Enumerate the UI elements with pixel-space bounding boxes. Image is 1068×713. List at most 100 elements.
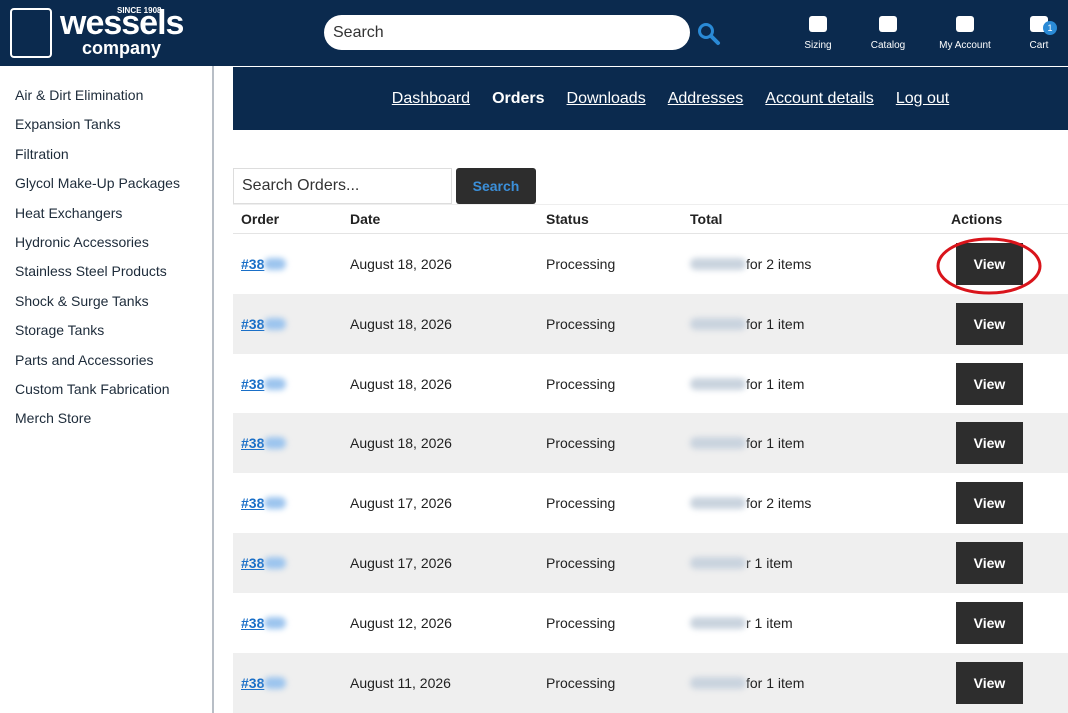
order-cell: #38: [241, 234, 287, 294]
account-tab[interactable]: Downloads: [566, 89, 646, 107]
redacted: [690, 317, 746, 330]
order-link[interactable]: #38: [241, 495, 265, 512]
search-icon[interactable]: [697, 22, 721, 46]
redacted: [690, 437, 746, 450]
redacted: [264, 616, 287, 629]
sidebar-link[interactable]: Shock & Surge Tanks: [15, 292, 149, 309]
search-input[interactable]: Search: [324, 15, 690, 50]
column-header: Total: [690, 211, 723, 227]
account-tab[interactable]: Log out: [895, 89, 950, 107]
redacted: [690, 377, 746, 390]
item-count: r 1 item: [746, 555, 793, 571]
order-status: Processing: [546, 435, 616, 452]
order-link[interactable]: #38: [241, 315, 265, 332]
redacted: [690, 258, 746, 270]
nav-label[interactable]: My Account: [939, 40, 991, 51]
order-row: #38 August 11, 2026 Processing for 1 item Vi…: [233, 652, 1068, 713]
order-link[interactable]: #38: [241, 256, 265, 272]
order-date: August 17, 2026: [350, 495, 452, 512]
sidebar-link[interactable]: Filtration: [15, 145, 69, 162]
item-count: for 1 item: [746, 375, 805, 392]
account-tab[interactable]: Dashboard: [391, 89, 471, 107]
redacted: [690, 676, 746, 689]
order-cell: #38: [241, 473, 287, 533]
account-tab[interactable]: Orders: [492, 89, 545, 107]
order-total: for 1 item: [690, 354, 804, 414]
nav-icon[interactable]: [956, 16, 974, 32]
sidebar-link[interactable]: Stainless Steel Products: [15, 263, 167, 280]
sidebar-link[interactable]: Heat Exchangers: [15, 204, 123, 221]
sidebar-link[interactable]: Hydronic Accessories: [15, 233, 149, 250]
nav-label[interactable]: Cart: [1029, 40, 1049, 51]
order-row: #38 August 18, 2026 Processing for 2 items V…: [233, 234, 1068, 294]
logo-mark: [10, 8, 52, 58]
sidebar-link[interactable]: Merch Store: [15, 410, 92, 427]
order-search-placeholder: Search Orders...: [242, 177, 360, 194]
order-cell: #38: [241, 653, 287, 713]
view-button[interactable]: View: [956, 422, 1023, 465]
account-tabs: Dashboard Orders Downloads Addresses Account…: [233, 67, 1068, 130]
nav-icon[interactable]: [879, 16, 897, 32]
view-button[interactable]: View: [956, 362, 1023, 405]
cart-badge: 1: [1043, 21, 1057, 35]
order-status: Processing: [546, 674, 616, 691]
table-header: Order Date Status Total Actions: [233, 204, 1068, 234]
redacted: [690, 616, 746, 629]
item-count: for 1 item: [746, 315, 805, 332]
view-button[interactable]: View: [956, 542, 1023, 584]
view-button[interactable]: View: [956, 661, 1023, 704]
account-tab[interactable]: Addresses: [667, 89, 744, 107]
order-status: Processing: [546, 555, 616, 571]
order-status: Processing: [546, 375, 616, 392]
order-total: for 1 item: [690, 653, 804, 713]
order-search-input[interactable]: Search Orders...: [233, 168, 452, 204]
view-button[interactable]: View: [956, 601, 1023, 644]
order-link[interactable]: #38: [241, 674, 265, 691]
sidebar-link[interactable]: Custom Tank Fabrication: [15, 380, 170, 397]
nav-icon[interactable]: [809, 16, 827, 32]
order-cell: #38: [241, 533, 287, 593]
order-link[interactable]: #38: [241, 614, 265, 631]
order-search-button[interactable]: Search: [456, 168, 536, 204]
sidebar-link[interactable]: Air & Dirt Elimination: [15, 87, 144, 103]
order-date: August 18, 2026: [350, 315, 452, 332]
nav-label[interactable]: Catalog: [870, 40, 906, 51]
sidebar-link[interactable]: Expansion Tanks: [15, 116, 121, 133]
order-link[interactable]: #38: [241, 375, 265, 392]
order-status: Processing: [546, 256, 616, 272]
account-tab[interactable]: Account details: [765, 89, 874, 107]
order-link[interactable]: #38: [241, 555, 265, 571]
order-status: Processing: [546, 495, 616, 512]
item-count: for 1 item: [746, 674, 805, 691]
view-button[interactable]: View: [956, 482, 1023, 525]
logo-name[interactable]: wessels: [60, 4, 184, 42]
order-date: August 18, 2026: [350, 256, 452, 272]
column-header: Order: [241, 211, 280, 227]
order-row: #38 August 17, 2026 Processing for 2 items V…: [233, 473, 1068, 534]
view-button[interactable]: View: [956, 302, 1023, 345]
order-row: #38 August 12, 2026 Processing r 1 item View: [233, 592, 1068, 653]
sidebar-link[interactable]: Parts and Accessories: [15, 351, 154, 368]
column-header: Actions: [951, 211, 1003, 227]
sidebar-link[interactable]: Storage Tanks: [15, 322, 105, 339]
order-date: August 18, 2026: [350, 375, 452, 392]
order-cell: #38: [241, 354, 287, 414]
logo-sub: company: [82, 38, 162, 58]
sidebar: Air & Dirt Elimination Expansion Tanks Fil…: [0, 81, 212, 434]
order-date: August 11, 2026: [350, 674, 451, 691]
redacted: [264, 497, 287, 510]
order-status: Processing: [546, 614, 616, 631]
order-date: August 17, 2026: [350, 555, 452, 571]
sidebar-link[interactable]: Glycol Make-Up Packages: [15, 175, 180, 192]
search-placeholder: Search: [333, 24, 384, 41]
nav-label[interactable]: Sizing: [804, 40, 832, 51]
item-count: for 2 items: [746, 256, 812, 272]
redacted: [264, 437, 287, 450]
view-button[interactable]: View: [956, 243, 1023, 285]
column-header: Date: [350, 211, 381, 227]
order-cell: #38: [241, 413, 287, 473]
order-link[interactable]: #38: [241, 435, 265, 452]
order-date: August 18, 2026: [350, 435, 452, 452]
top-bar: SINCE 1908 wessels company Search Sizing…: [0, 0, 1068, 66]
